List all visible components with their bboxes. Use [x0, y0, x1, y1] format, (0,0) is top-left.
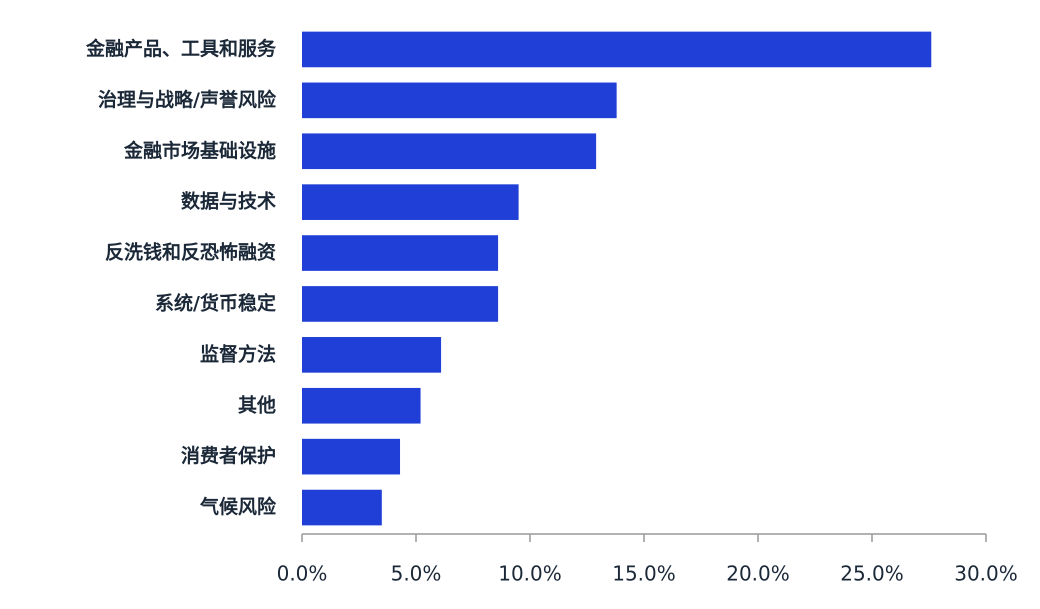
x-tick-label: 30.0%: [954, 562, 1018, 586]
y-tick-label: 其他: [238, 393, 276, 416]
bar: [302, 82, 617, 119]
bar: [302, 387, 421, 424]
x-tick-label: 10.0%: [498, 562, 562, 586]
y-tick-label: 气候风险: [199, 495, 277, 518]
bar: [302, 438, 401, 475]
y-tick-label: 治理与战略/声誉风险: [98, 88, 277, 111]
x-tick-label: 20.0%: [726, 562, 790, 586]
x-tick-label: 0.0%: [277, 562, 328, 586]
y-tick-label: 消费者保护: [181, 444, 276, 467]
x-tick-label: 5.0%: [391, 562, 442, 586]
y-tick-label: 系统/货币稳定: [155, 291, 276, 314]
y-tick-label: 数据与技术: [181, 190, 276, 213]
bar: [302, 31, 932, 68]
x-tick-label: 25.0%: [840, 562, 904, 586]
y-tick-label: 监督方法: [200, 342, 276, 365]
bar: [302, 235, 499, 271]
bar: [302, 133, 597, 170]
bar: [302, 337, 442, 373]
bar: [302, 184, 519, 220]
bar: [302, 489, 382, 526]
x-tick-label: 15.0%: [612, 562, 676, 586]
bar: [302, 286, 499, 322]
y-tick-label: 金融产品、工具和服务: [85, 37, 277, 60]
y-tick-label: 反洗钱和反恐怖融资: [105, 241, 276, 264]
y-tick-label: 金融市场基础设施: [123, 139, 276, 162]
